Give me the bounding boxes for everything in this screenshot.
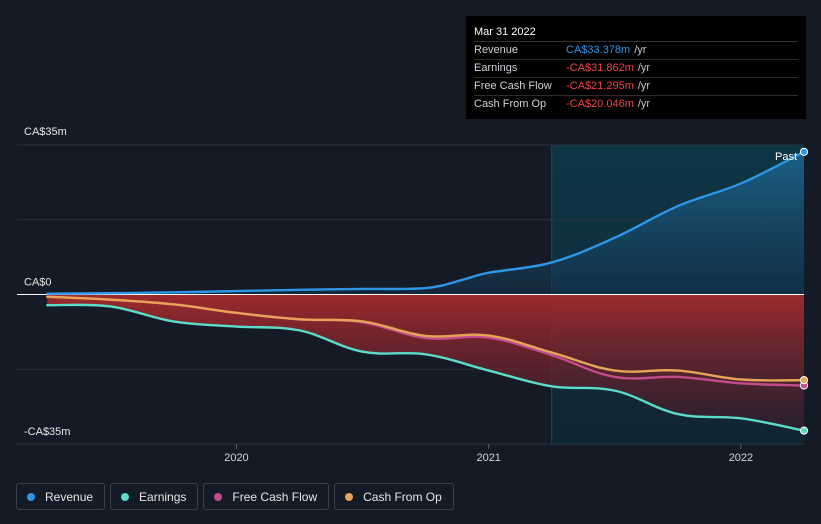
legend-dot-icon (121, 492, 130, 501)
legend-label: Cash From Op (363, 489, 442, 504)
legend-item-cash-from-op[interactable]: Cash From Op (334, 483, 454, 510)
tooltip-row: Free Cash Flow -CA$21.295m/yr (474, 78, 798, 96)
x-tick-label: 2021 (476, 452, 500, 464)
tooltip-series-name: Free Cash Flow (474, 80, 552, 92)
tooltip-date: Mar 31 2022 (474, 25, 798, 42)
revenue-end-marker (799, 147, 809, 156)
tooltip-series-value: -CA$21.295m (566, 80, 634, 92)
legend-dot-icon (27, 492, 35, 501)
legend: Revenue Earnings Free Cash Flow Cash From O… (16, 483, 454, 510)
earnings-end-marker (799, 426, 809, 435)
financial-chart: CA$35m CA$0 -CA$35m 2020 2021 2022 Past (17, 126, 809, 464)
legend-label: Earnings (139, 489, 187, 504)
cash-from-op-end-marker (799, 376, 809, 385)
revenue-line (46, 150, 806, 295)
tooltip-series-name: Earnings (474, 62, 518, 74)
legend-item-earnings[interactable]: Earnings (110, 483, 199, 510)
earnings-line (46, 303, 806, 432)
tooltip-series-value: CA$33.378m (566, 44, 631, 56)
tooltip-row: Cash From Op -CA$20.046m/yr (474, 96, 798, 113)
end-markers (799, 147, 809, 435)
y-axis-label: CA$35m (24, 126, 67, 138)
tooltip-unit: /yr (637, 80, 651, 92)
y-axis-labels: CA$35m CA$0 -CA$35m (24, 126, 70, 438)
tooltip-rows: Revenue CA$33.378m/yr Earnings -CA$31.862m /… (474, 42, 798, 113)
cash-from-op-line (46, 295, 806, 382)
tooltip-series-value: -CA$31.862m (566, 62, 634, 74)
past-label: Past (775, 151, 797, 163)
x-tick-label: 2022 (729, 452, 753, 464)
tooltip-unit: /yr (637, 62, 651, 74)
legend-dot-icon (214, 492, 223, 501)
y-axis-label: CA$0 (24, 277, 52, 289)
tooltip-series-value: -CA$20.046m (566, 98, 634, 110)
tooltip-unit: /yr (634, 44, 647, 56)
x-tick-label: 2020 (224, 452, 248, 464)
data-tooltip: Mar 31 2022 Revenue CA$33.378m/yr Earnings… (466, 16, 806, 119)
x-axis-ticks: 2020 2021 2022 (224, 444, 753, 464)
tooltip-series-name: Cash From Op (474, 98, 547, 110)
tooltip-unit: /yr (637, 98, 651, 110)
legend-label: Free Cash Flow (232, 489, 318, 504)
tooltip-row: Earnings -CA$31.862m/yr (474, 60, 798, 78)
tooltip-row: Revenue CA$33.378m/yr (474, 42, 798, 60)
legend-label: Revenue (45, 489, 94, 504)
legend-item-free-cash-flow[interactable]: Free Cash Flow (203, 483, 330, 510)
series-lines (46, 150, 806, 432)
legend-item-revenue[interactable]: Revenue (16, 483, 106, 510)
legend-dot-icon (345, 492, 354, 501)
earnings-area (47, 294, 805, 431)
y-axis-label: -CA$35m (24, 426, 70, 438)
tooltip-series-name: Revenue (474, 44, 519, 56)
revenue-area (47, 151, 805, 295)
